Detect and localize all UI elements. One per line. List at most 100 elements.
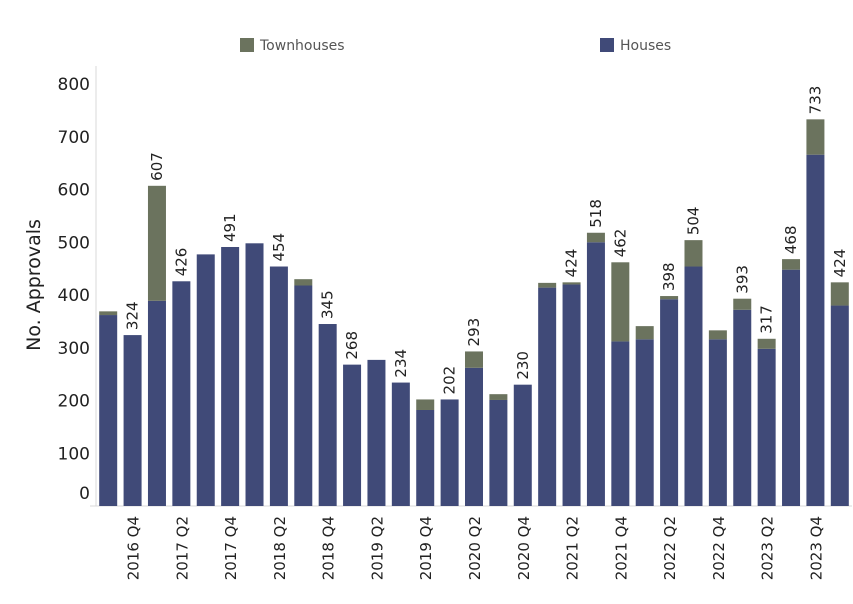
bar-townhouses (733, 298, 752, 310)
y-axis-title: No. Approvals (23, 219, 45, 351)
legend-swatch-townhouses (240, 38, 254, 52)
bar-houses (586, 242, 605, 506)
x-axis-ticks: 2016 Q4 2017 Q2 2017 Q4 2018 Q2 2018 Q4 2019 … (125, 516, 826, 580)
bar-townhouses (465, 351, 483, 368)
data-label: 462 (611, 229, 629, 258)
bar-houses (440, 399, 459, 506)
bar-townhouses (830, 282, 849, 306)
bar-houses (318, 324, 337, 506)
bars (99, 119, 849, 506)
bar-houses (708, 339, 727, 506)
bar-townhouses (99, 311, 118, 316)
bar-houses (99, 315, 118, 506)
data-label: 268 (343, 331, 361, 360)
bar-houses (221, 246, 240, 506)
bar-houses (611, 341, 630, 506)
y-axis-ticks: 0 100 200 300 400 500 600 700 800 (58, 75, 90, 504)
bar-houses (782, 269, 801, 506)
bar-townhouses (147, 185, 166, 301)
bar-houses (147, 300, 166, 506)
data-label: 518 (587, 199, 605, 228)
y-tick-label: 500 (58, 233, 90, 253)
x-tick-label: 2022 Q4 (710, 516, 728, 580)
y-tick-label: 600 (58, 181, 90, 201)
data-label: 424 (831, 249, 849, 278)
x-tick-label: 2016 Q4 (125, 516, 143, 580)
x-tick-label: 2021 Q4 (612, 516, 630, 580)
bar-houses (830, 305, 849, 506)
bar-townhouses (489, 394, 508, 400)
data-label: 426 (172, 248, 190, 277)
data-label: 293 (465, 318, 483, 347)
data-label: 424 (563, 249, 581, 278)
bar-houses (123, 335, 142, 506)
data-label: 317 (758, 305, 776, 334)
legend-swatch-houses (600, 38, 614, 52)
y-tick-label: 800 (58, 75, 90, 95)
bar-houses (367, 359, 386, 506)
bar-houses (684, 266, 703, 506)
bar-townhouses (611, 262, 630, 342)
x-tick-label: 2019 Q2 (368, 516, 386, 580)
bar-townhouses (538, 282, 557, 288)
bar-houses (660, 299, 679, 506)
bar-houses (245, 243, 264, 506)
y-tick-label: 0 (79, 484, 90, 504)
bar-townhouses (684, 240, 703, 267)
data-label: 733 (806, 86, 824, 115)
x-tick-label: 2019 Q4 (417, 516, 435, 580)
bar-townhouses (660, 296, 679, 300)
legend: Townhouses Houses (240, 38, 671, 54)
data-label: 504 (684, 206, 702, 235)
data-label: 468 (782, 225, 800, 254)
x-tick-label: 2018 Q4 (320, 516, 338, 580)
x-tick-label: 2020 Q2 (466, 516, 484, 580)
x-tick-label: 2020 Q4 (515, 516, 533, 580)
y-tick-label: 300 (58, 339, 90, 359)
bar-houses (196, 254, 215, 506)
data-label: 230 (514, 351, 532, 380)
bar-townhouses (586, 232, 605, 243)
bar-houses (391, 382, 410, 506)
bar-houses (343, 364, 362, 506)
data-label: 454 (270, 233, 288, 262)
y-tick-label: 700 (58, 128, 90, 148)
data-label: 398 (660, 262, 678, 291)
bar-townhouses (757, 338, 776, 349)
bar-townhouses (562, 282, 581, 285)
data-label: 607 (148, 152, 166, 181)
y-tick-label: 400 (58, 286, 90, 306)
bar-houses (172, 281, 191, 506)
y-tick-label: 200 (58, 392, 90, 412)
bar-townhouses (416, 399, 435, 410)
legend-label-houses: Houses (620, 38, 671, 54)
bar-houses (294, 285, 313, 506)
data-label: 393 (733, 265, 751, 294)
bar-houses (538, 287, 557, 506)
x-tick-label: 2017 Q4 (222, 516, 240, 580)
bar-houses (489, 399, 508, 506)
x-tick-label: 2023 Q4 (807, 516, 825, 580)
data-label: 234 (392, 349, 410, 378)
bar-houses (757, 348, 776, 506)
data-label: 202 (441, 366, 459, 395)
bar-houses (733, 309, 752, 506)
bar-townhouses (708, 330, 727, 340)
bar-houses (269, 266, 288, 506)
legend-label-townhouses: Townhouses (259, 38, 345, 54)
x-tick-label: 2018 Q2 (271, 516, 289, 580)
bar-townhouses (806, 119, 825, 155)
bar-houses (465, 367, 483, 506)
y-tick-label: 100 (58, 444, 90, 464)
data-label: 324 (124, 301, 142, 330)
x-tick-label: 2021 Q2 (564, 516, 582, 580)
data-label: 345 (319, 290, 337, 319)
bar-townhouses (782, 259, 801, 270)
bar-townhouses (294, 279, 313, 286)
bar-houses (513, 384, 532, 506)
bar-houses (416, 409, 435, 506)
x-tick-label: 2023 Q2 (759, 516, 777, 580)
bar-houses (635, 339, 654, 506)
